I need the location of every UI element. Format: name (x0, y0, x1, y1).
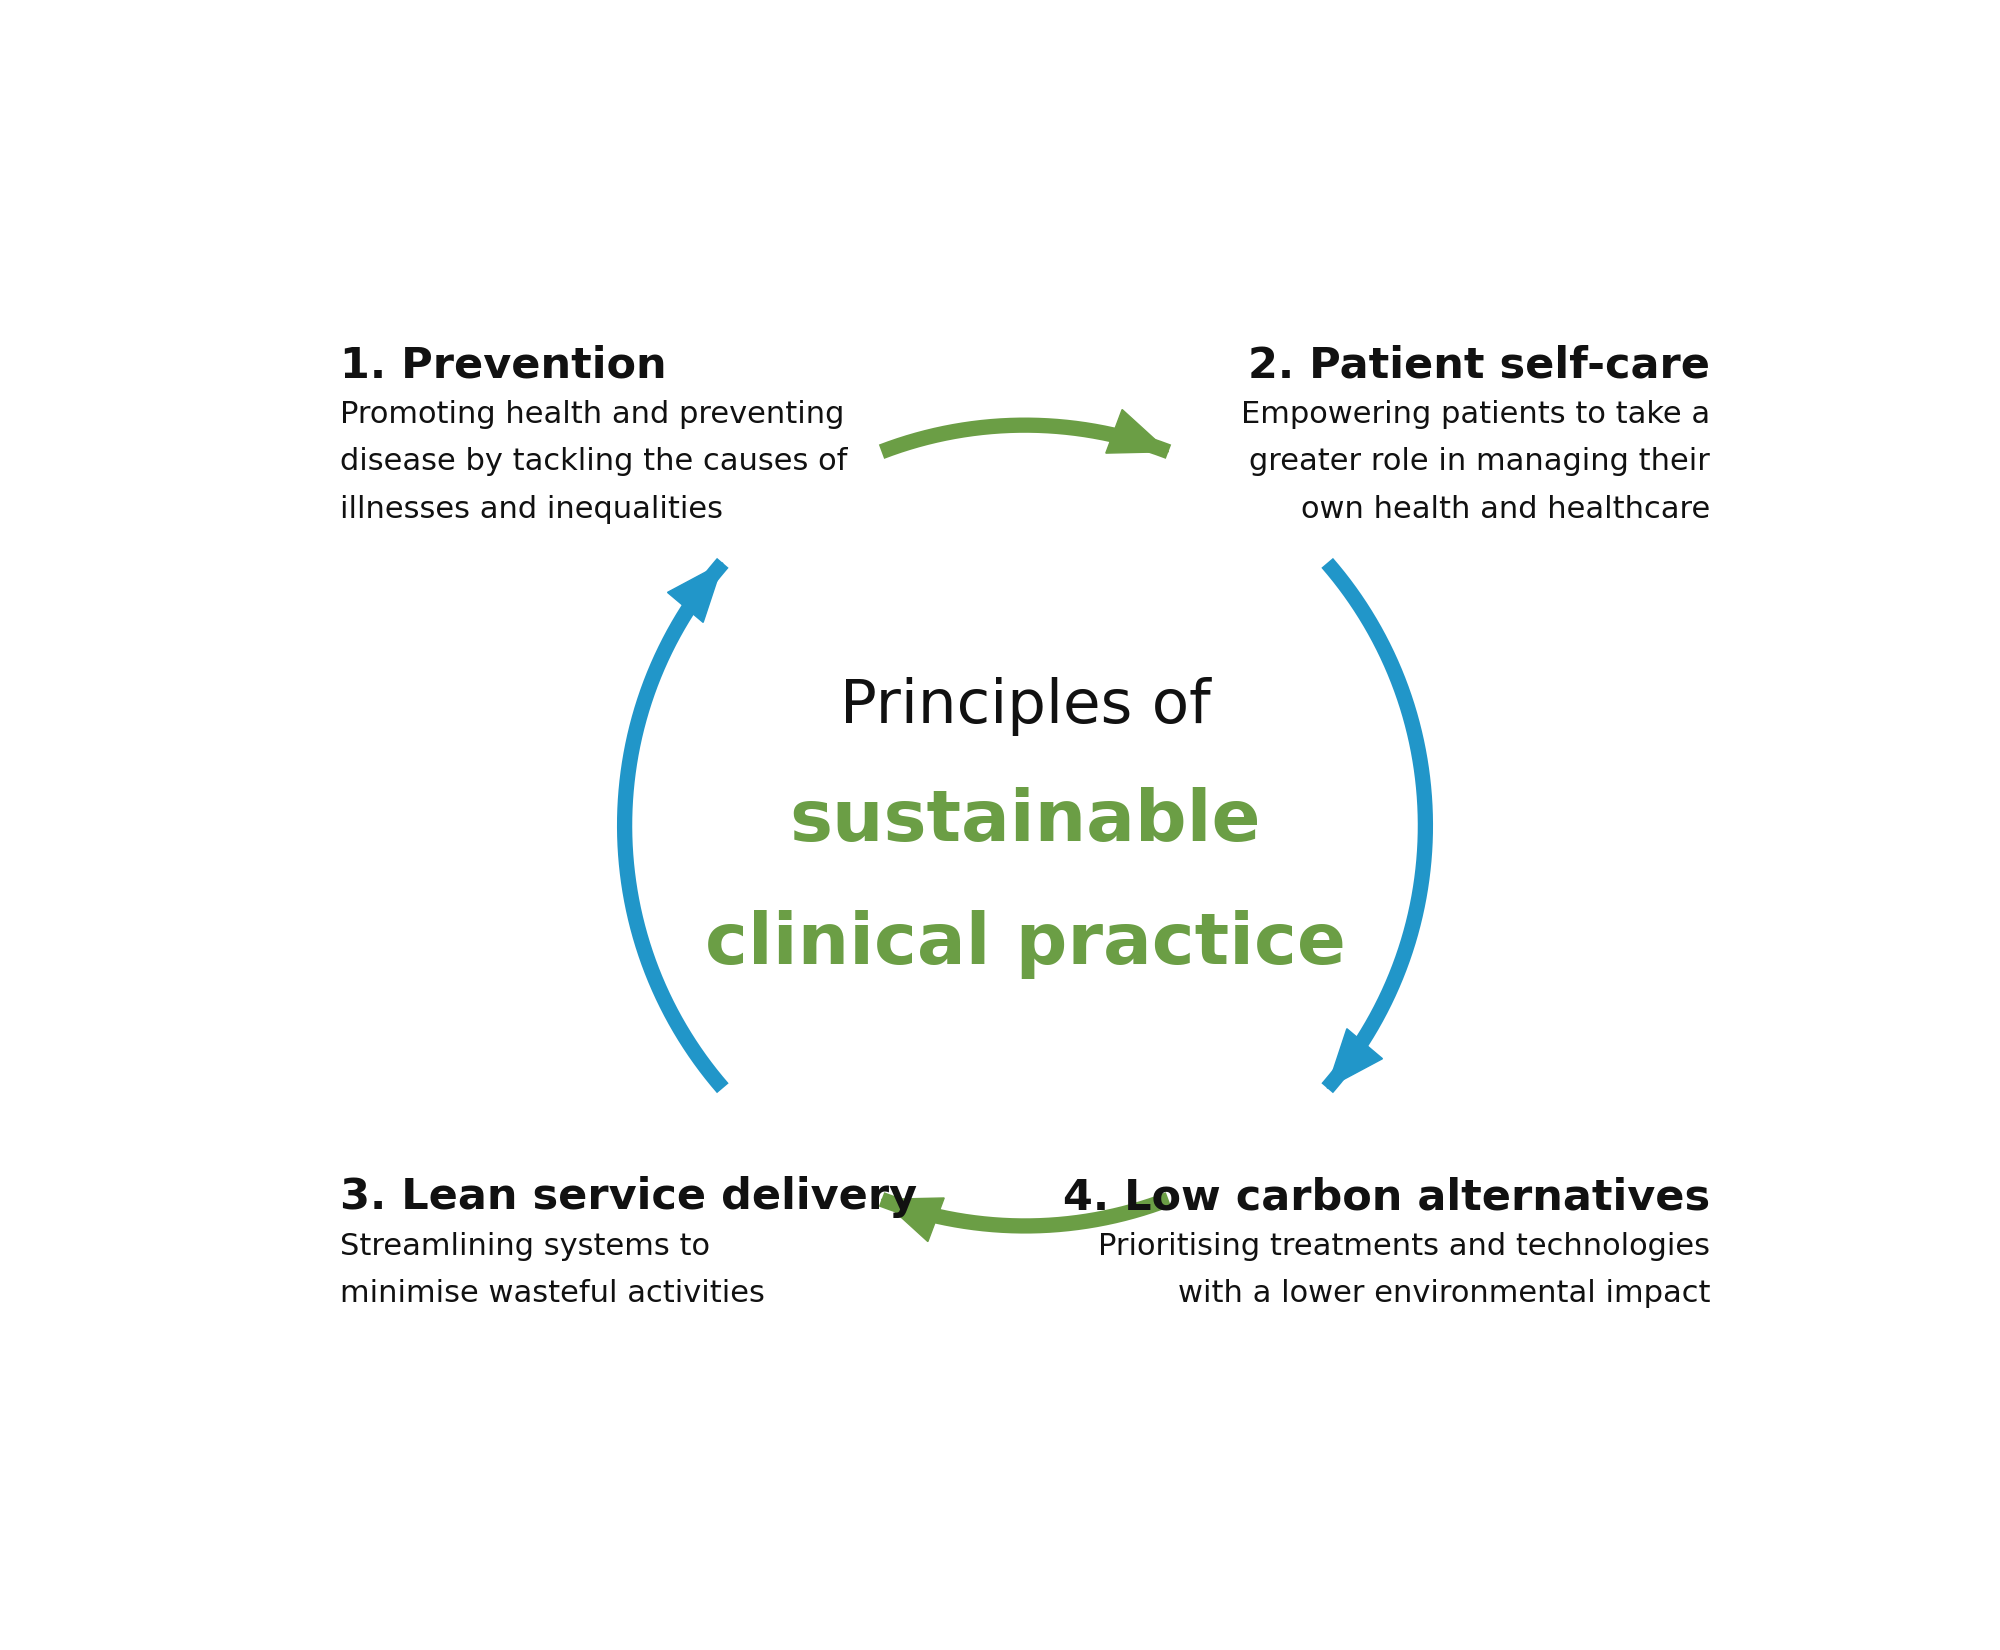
Text: Empowering patients to take a: Empowering patients to take a (1242, 399, 1710, 429)
Polygon shape (1328, 1028, 1382, 1089)
Polygon shape (1106, 409, 1168, 454)
Text: sustainable: sustainable (790, 787, 1260, 856)
Text: 3. Lean service delivery: 3. Lean service delivery (340, 1176, 916, 1218)
Text: illnesses and inequalities: illnesses and inequalities (340, 495, 722, 525)
Text: minimise wasteful activities: minimise wasteful activities (340, 1279, 764, 1308)
Text: 4. Low carbon alternatives: 4. Low carbon alternatives (1064, 1176, 1710, 1218)
Text: Prioritising treatments and technologies: Prioritising treatments and technologies (1098, 1231, 1710, 1261)
Polygon shape (668, 563, 722, 622)
Text: clinical practice: clinical practice (704, 911, 1346, 980)
Text: Promoting health and preventing: Promoting health and preventing (340, 399, 844, 429)
Text: 2. Patient self-care: 2. Patient self-care (1248, 345, 1710, 386)
Text: disease by tackling the causes of: disease by tackling the causes of (340, 447, 848, 477)
Text: own health and healthcare: own health and healthcare (1302, 495, 1710, 525)
Text: with a lower environmental impact: with a lower environmental impact (1178, 1279, 1710, 1308)
Text: greater role in managing their: greater role in managing their (1250, 447, 1710, 477)
Text: Principles of: Principles of (840, 676, 1210, 736)
Text: 1. Prevention: 1. Prevention (340, 345, 666, 386)
Text: Streamlining systems to: Streamlining systems to (340, 1231, 710, 1261)
Polygon shape (882, 1198, 944, 1241)
